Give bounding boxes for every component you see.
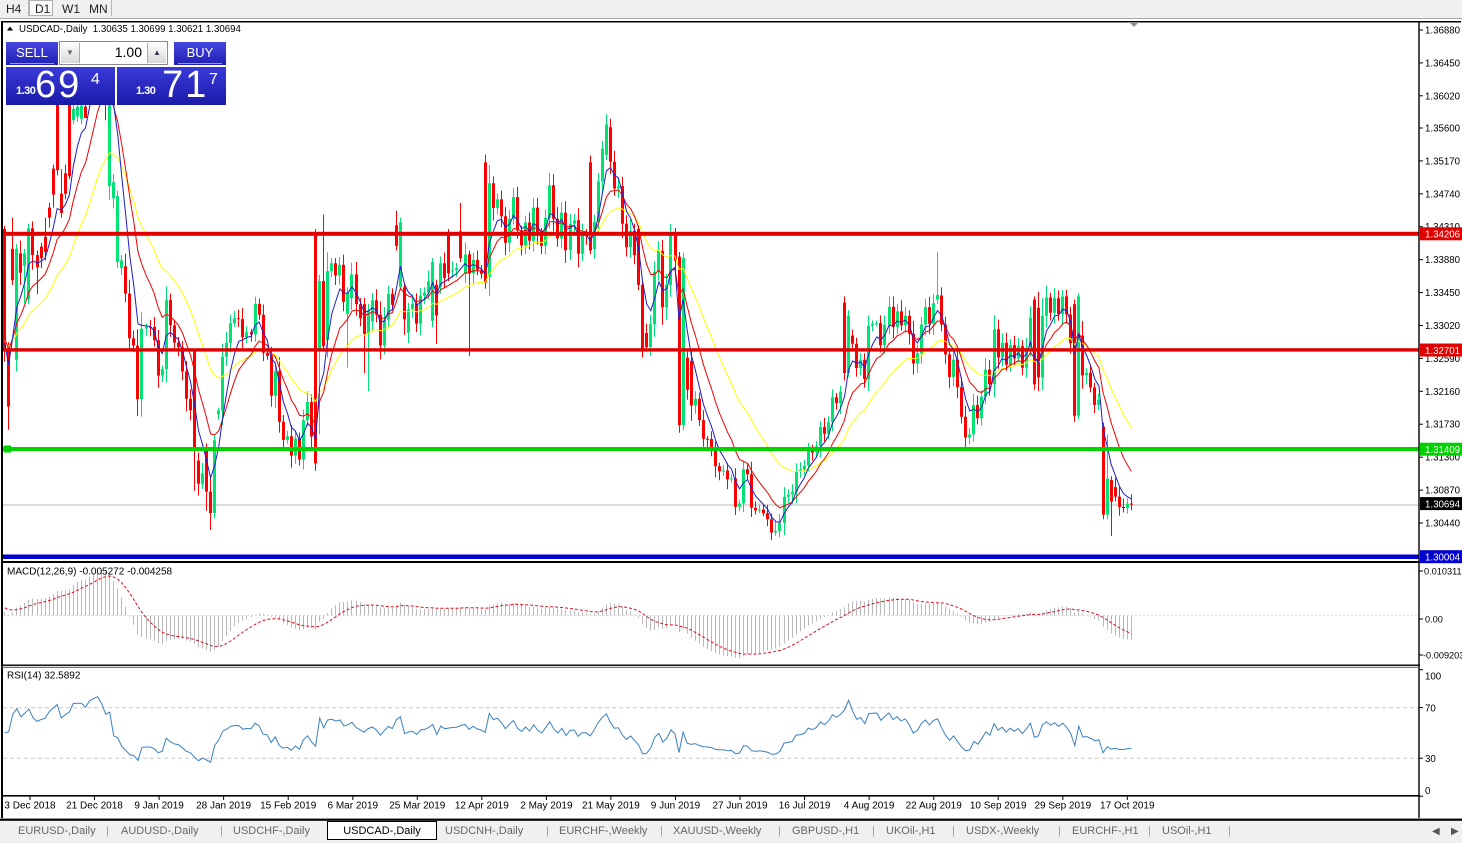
svg-text:1.34740: 1.34740 [1425, 189, 1461, 200]
svg-text:1.31730: 1.31730 [1425, 420, 1461, 431]
svg-text:USDCAD-,Daily 1.30635 1.30699: USDCAD-,Daily 1.30635 1.30699 1.30621 1.… [19, 24, 241, 35]
svg-text:10 Sep 2019: 10 Sep 2019 [970, 801, 1027, 812]
svg-text:1.31300: 1.31300 [1425, 453, 1461, 464]
svg-text:0.00: 0.00 [1425, 615, 1443, 625]
svg-text:12 Apr 2019: 12 Apr 2019 [455, 801, 509, 812]
svg-text:16 Jul 2019: 16 Jul 2019 [779, 801, 831, 812]
svg-text:1.35170: 1.35170 [1425, 156, 1461, 167]
svg-text:9 Jun 2019: 9 Jun 2019 [651, 801, 701, 812]
svg-text:1.32590: 1.32590 [1425, 354, 1461, 365]
svg-text:1.30004: 1.30004 [1425, 553, 1461, 564]
svg-text:2 May 2019: 2 May 2019 [520, 801, 573, 812]
svg-text:100: 100 [1425, 672, 1442, 683]
svg-text:15 Feb 2019: 15 Feb 2019 [260, 801, 317, 812]
svg-text:-0.009203: -0.009203 [1423, 651, 1462, 661]
svg-text:3 Dec 2018: 3 Dec 2018 [4, 801, 56, 812]
svg-text:21 Dec 2018: 21 Dec 2018 [66, 801, 123, 812]
svg-text:1.34206: 1.34206 [1425, 230, 1460, 241]
svg-text:1.36450: 1.36450 [1425, 58, 1461, 69]
svg-text:17 Oct 2019: 17 Oct 2019 [1100, 801, 1155, 812]
svg-text:22 Aug 2019: 22 Aug 2019 [906, 801, 963, 812]
svg-text:0: 0 [1425, 786, 1431, 797]
svg-text:RSI(14) 32.5892: RSI(14) 32.5892 [7, 671, 81, 682]
svg-text:1.35600: 1.35600 [1425, 124, 1461, 135]
svg-text:1.32160: 1.32160 [1425, 387, 1461, 398]
svg-text:6 Mar 2019: 6 Mar 2019 [328, 801, 379, 812]
svg-text:9 Jan 2019: 9 Jan 2019 [134, 801, 184, 812]
svg-text:1.33020: 1.33020 [1425, 321, 1461, 332]
svg-text:1.33880: 1.33880 [1425, 255, 1461, 266]
svg-text:1.32701: 1.32701 [1425, 346, 1460, 357]
svg-text:21 May 2019: 21 May 2019 [582, 801, 640, 812]
svg-text:1.30870: 1.30870 [1425, 486, 1461, 497]
svg-text:30: 30 [1425, 754, 1436, 765]
svg-text:4 Aug 2019: 4 Aug 2019 [844, 801, 895, 812]
svg-text:0.010311: 0.010311 [1424, 567, 1462, 577]
svg-text:1.31409: 1.31409 [1425, 445, 1460, 456]
svg-text:1.36020: 1.36020 [1425, 91, 1461, 102]
svg-text:MACD(12,26,9) -0.005272 -0.004: MACD(12,26,9) -0.005272 -0.004258 [7, 567, 173, 578]
svg-text:29 Sep 2019: 29 Sep 2019 [1034, 801, 1091, 812]
svg-text:1.33450: 1.33450 [1425, 288, 1461, 299]
svg-text:27 Jun 2019: 27 Jun 2019 [712, 801, 767, 812]
svg-text:1.36880: 1.36880 [1425, 26, 1461, 37]
svg-text:25 Mar 2019: 25 Mar 2019 [389, 801, 446, 812]
svg-text:1.30440: 1.30440 [1425, 519, 1461, 530]
svg-text:1.30694: 1.30694 [1425, 499, 1461, 510]
svg-text:70: 70 [1425, 704, 1436, 715]
svg-text:28 Jan 2019: 28 Jan 2019 [196, 801, 251, 812]
